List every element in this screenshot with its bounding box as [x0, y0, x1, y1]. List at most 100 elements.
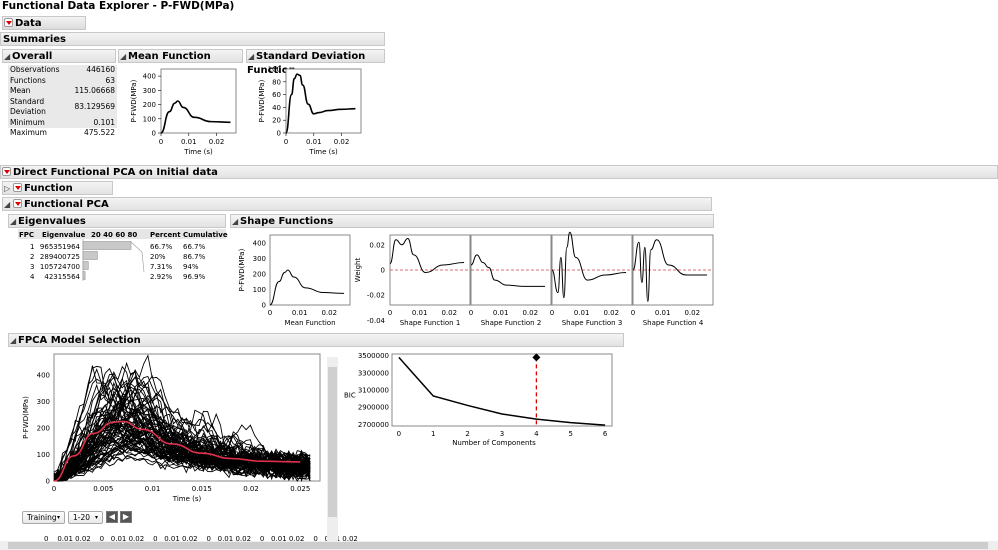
- eigen-cumulative-cell: 96.9%: [183, 273, 206, 281]
- disclosure-open-icon[interactable]: ◢: [10, 336, 17, 345]
- vertical-scrollbar[interactable]: [327, 357, 338, 547]
- mean-function-header[interactable]: ◢ Mean Function: [118, 49, 243, 63]
- overall-label: Overall: [12, 51, 53, 62]
- shape-mean-panel: [269, 234, 351, 306]
- shape-function-line: [551, 231, 627, 299]
- selected-component-marker: [532, 353, 541, 362]
- red-triangle-icon[interactable]: [2, 167, 11, 176]
- y-tick-label: 400: [37, 372, 50, 380]
- y-tick-label: 0: [262, 302, 266, 310]
- stat-value: 83.129569: [74, 101, 115, 111]
- sd-function-header[interactable]: ◢ Standard Deviation Function: [246, 49, 385, 76]
- x-tick-label: 0.02: [441, 309, 457, 317]
- horizontal-scrollbar[interactable]: [0, 541, 998, 550]
- y-tick-label: 0: [381, 267, 385, 275]
- red-triangle-icon[interactable]: [13, 183, 22, 192]
- red-triangle-icon[interactable]: [13, 199, 22, 208]
- x-tick-label: 0: [397, 430, 401, 438]
- y-axis-label: BIC: [344, 391, 356, 399]
- x-tick-label: 0: [159, 138, 163, 146]
- y-tick-label: -0.04: [367, 317, 386, 325]
- range-select[interactable]: 1-20 ▾: [68, 511, 103, 524]
- eigen-fpc-cell: 1: [30, 243, 34, 251]
- eigen-percent-cell: 66.7%: [150, 243, 173, 251]
- training-function-line: [53, 422, 311, 482]
- eigen-value-cell: 105724700: [40, 263, 80, 271]
- y-tick-label: 3100000: [358, 387, 389, 395]
- overall-stat-row: Observations 446160: [8, 65, 117, 76]
- y-tick-label: 20: [272, 117, 281, 125]
- disclosure-open-icon[interactable]: ◢: [120, 52, 127, 61]
- functional-pca-header[interactable]: ◢ Functional PCA: [2, 197, 712, 211]
- scrollbar-thumb[interactable]: [8, 542, 988, 549]
- stat-label: Minimum: [10, 117, 45, 127]
- shape-panel-label: Mean Function: [284, 319, 335, 327]
- shape-panel-label: Shape Function 3: [562, 319, 623, 327]
- x-tick-label: 6: [603, 430, 608, 438]
- y-tick-label: 100: [268, 66, 281, 74]
- y-axis-label: P-FWD(MPa): [130, 79, 138, 122]
- eigen-header-cell: Eigenvalue: [42, 231, 86, 239]
- eigen-value-cell: 42315564: [44, 273, 80, 281]
- disclosure-open-icon[interactable]: ◢: [10, 217, 17, 226]
- y-tick-label: 200: [253, 270, 266, 278]
- disclosure-open-icon[interactable]: ◢: [4, 200, 11, 209]
- eigenvalues-header[interactable]: ◢ Eigenvalues: [8, 214, 226, 228]
- fpca-model-selection-label: FPCA Model Selection: [18, 335, 141, 346]
- training-select[interactable]: Training ▾: [22, 511, 65, 524]
- x-tick-label: 0: [52, 485, 56, 493]
- x-tick-label: 5: [569, 430, 573, 438]
- x-tick-label: 0.02: [603, 309, 619, 317]
- disclosure-closed-icon[interactable]: ▷: [4, 184, 11, 193]
- stat-label: Standard Deviation: [10, 96, 46, 117]
- eigen-fpc-cell: 4: [30, 273, 35, 281]
- x-tick-label: 0: [550, 309, 554, 317]
- eigen-fpc-cell: 2: [30, 253, 34, 261]
- y-tick-label: -0.02: [367, 292, 385, 300]
- function-summaries-header[interactable]: ▷Function Summaries: [2, 181, 113, 208]
- disclosure-open-icon[interactable]: ◢: [248, 52, 255, 61]
- arrow-left-icon[interactable]: ◀: [106, 511, 118, 523]
- x-tick-label: 0.01: [181, 138, 197, 146]
- y-tick-label: 200: [143, 101, 156, 109]
- x-tick-label: 0.015: [192, 485, 212, 493]
- scrollbar-thumb[interactable]: [328, 367, 337, 517]
- y-axis-label: Weight: [354, 258, 362, 283]
- overall-header[interactable]: ◢ Overall: [2, 49, 116, 63]
- y-tick-label: 0: [46, 478, 50, 486]
- red-triangle-icon[interactable]: [4, 18, 13, 27]
- disclosure-open-icon[interactable]: ◢: [4, 52, 11, 61]
- shape-function-line: [632, 239, 708, 303]
- x-tick-label: 0.01: [292, 309, 308, 317]
- sd-function-line: [285, 73, 356, 134]
- x-tick-label: 4: [534, 430, 539, 438]
- training-function-line: [53, 417, 311, 482]
- x-tick-label: 1: [431, 430, 435, 438]
- y-tick-label: 0: [277, 130, 281, 138]
- eigen-percent-cell: 7.31%: [150, 263, 173, 271]
- data-processing-header[interactable]: Data Processing: [2, 16, 86, 43]
- eigen-percent-cell: 2.92%: [150, 273, 173, 281]
- y-tick-label: 400: [143, 73, 156, 81]
- bic-line: [398, 356, 606, 426]
- direct-fpca-header[interactable]: Direct Functional PCA on Initial data: [0, 165, 998, 179]
- training-function-line: [53, 365, 311, 481]
- eigen-percent-cell: 20%: [150, 253, 166, 261]
- y-tick-label: 100: [37, 451, 50, 459]
- stat-label: Mean: [10, 86, 31, 95]
- x-tick-label: 3: [500, 430, 504, 438]
- shape-panel-label: Shape Function 4: [643, 319, 704, 327]
- stat-label: Observations: [10, 65, 60, 74]
- y-tick-label: 60: [272, 91, 281, 99]
- shape-function-line: [470, 254, 546, 287]
- fpca-model-selection-header[interactable]: ◢ FPCA Model Selection: [8, 333, 624, 347]
- training-function-line: [53, 419, 311, 481]
- arrow-right-icon[interactable]: ▶: [120, 511, 132, 523]
- summaries-header[interactable]: Summaries: [0, 32, 385, 46]
- shape-functions-header[interactable]: ◢ Shape Functions: [230, 214, 714, 228]
- eigen-bar: [82, 251, 98, 260]
- x-tick-label: 0: [388, 309, 392, 317]
- disclosure-open-icon[interactable]: ◢: [232, 217, 239, 226]
- y-tick-label: 400: [253, 239, 266, 247]
- x-tick-label: 0.02: [334, 138, 350, 146]
